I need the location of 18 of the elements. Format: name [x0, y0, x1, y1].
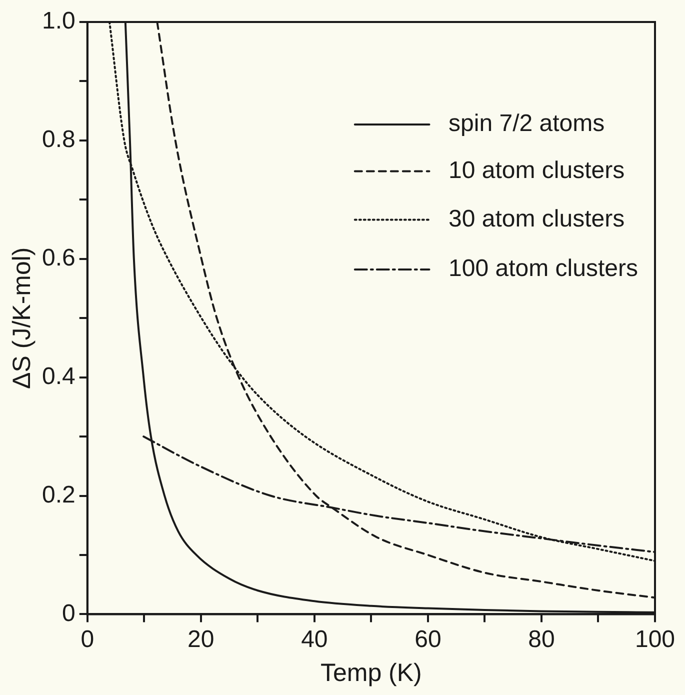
legend-label: 30 atom clusters [448, 205, 625, 232]
x-tick-label: 60 [414, 626, 442, 654]
legend-label: 10 atom clusters [448, 156, 625, 184]
x-tick-label: 80 [528, 626, 555, 654]
x-tick-label: 20 [188, 626, 214, 654]
x-axis-title: Temp (K) [320, 658, 422, 687]
y-tick-label: 0.6 [42, 244, 76, 272]
x-tick-label: 40 [301, 626, 328, 654]
y-tick-label: 0.8 [42, 126, 76, 154]
y-tick-label: 1.0 [42, 8, 76, 35]
legend-label: 100 atom clusters [448, 255, 638, 282]
y-tick-label: 0.2 [42, 481, 76, 508]
x-tick-label: 100 [634, 626, 676, 654]
y-tick-label: 0.4 [42, 362, 76, 390]
y-tick-label: 0 [62, 600, 76, 627]
legend-label: spin 7/2 atoms [448, 110, 605, 138]
x-tick-label: 0 [80, 626, 94, 654]
y-axis-title: ΔS (J/K-mol) [8, 247, 36, 389]
